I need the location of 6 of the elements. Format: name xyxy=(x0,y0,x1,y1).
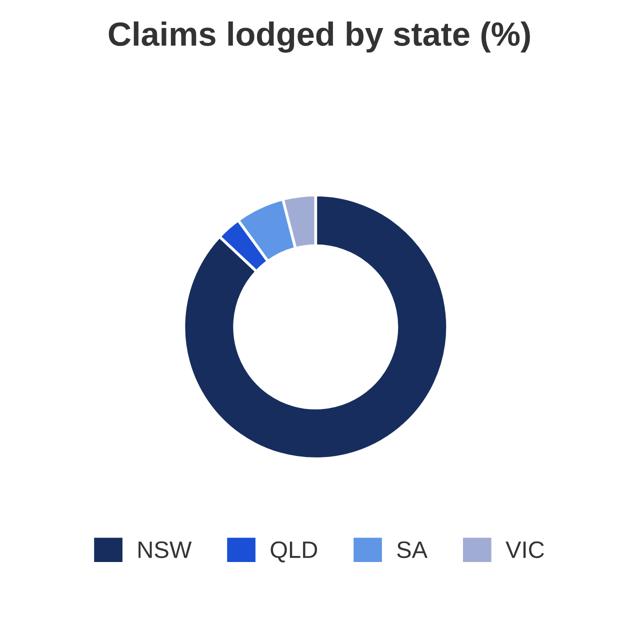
donut-slice xyxy=(182,194,449,460)
legend-label: VIC xyxy=(506,541,544,558)
chart-title: Claims lodged by state (%) xyxy=(108,21,530,53)
legend-label: QLD xyxy=(270,541,318,562)
legend-label: NSW xyxy=(138,541,192,558)
legend-label: SA xyxy=(397,541,428,558)
